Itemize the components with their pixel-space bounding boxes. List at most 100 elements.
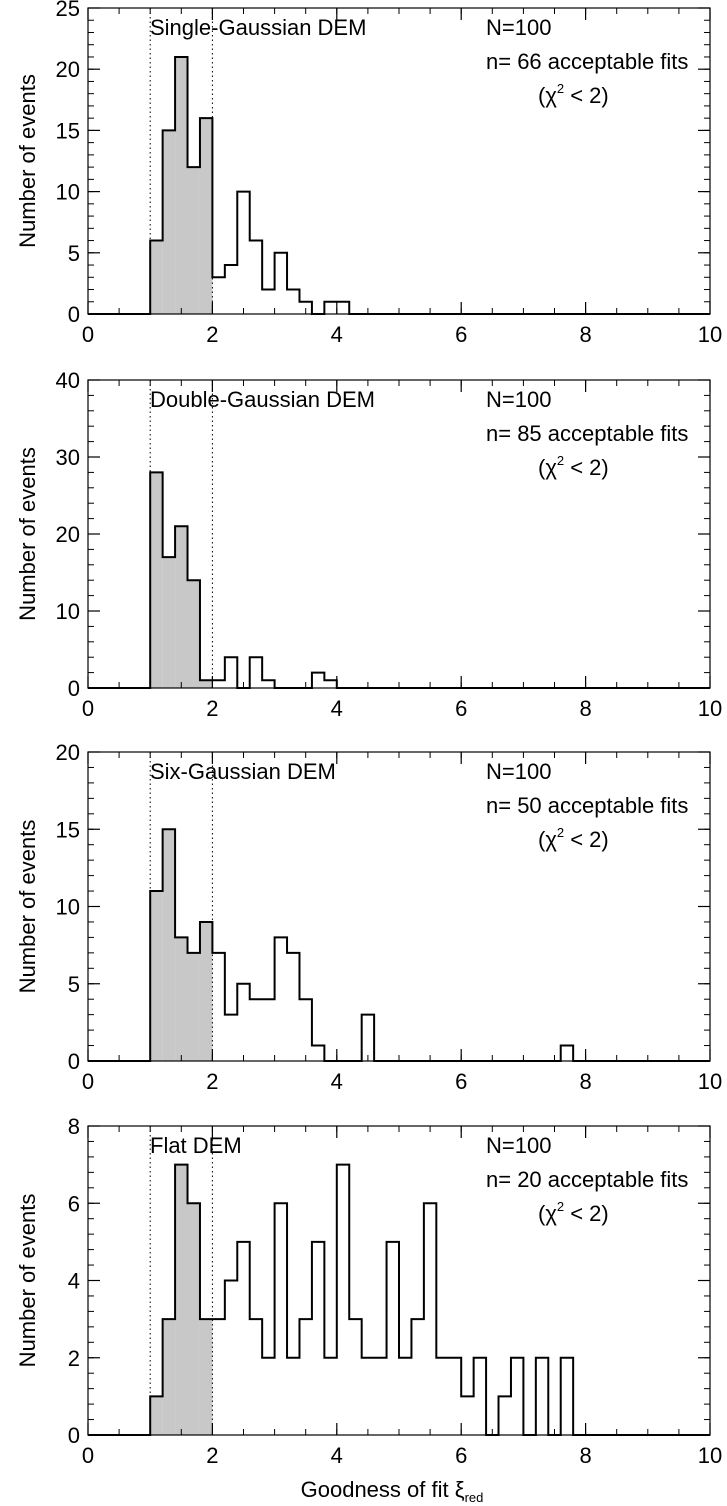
y-axis-label: Number of events [15,1194,40,1368]
y-tick-label: 15 [56,118,80,143]
shaded-bar [175,937,188,1061]
x-tick-label: 2 [206,1069,218,1094]
bar [287,953,299,1061]
bar [337,1165,349,1435]
y-tick-label: 25 [56,0,80,21]
x-tick-label: 2 [206,1443,218,1468]
bar [237,984,249,1061]
bar [225,657,237,688]
bar [287,290,299,314]
x-tick-label: 4 [331,322,343,347]
bar [275,1203,287,1435]
bar [324,1358,336,1435]
shaded-bars [150,472,213,688]
x-tick-label: 2 [206,696,218,721]
x-tick-label: 0 [82,696,94,721]
shaded-bars [150,829,213,1061]
y-tick-label: 15 [56,817,80,842]
x-tick-label: 6 [455,696,467,721]
x-tick-label: 8 [579,322,591,347]
panel-3: 0 2 4 6 8 10 0 5 10 15 20 Number of events Six-Gauss… [15,740,722,1094]
shaded-bar [162,130,176,314]
bar [237,192,249,314]
bar [387,1242,399,1435]
y-tick-label: 0 [68,1049,80,1074]
y-axis-label: Number of events [15,820,40,994]
panel-4: 0 2 4 6 8 10 0 2 4 6 8 Number of events Flat DEM N=10… [15,1114,722,1468]
bars [150,1165,573,1435]
x-tick-label: 0 [82,322,94,347]
x-tick-label: 10 [698,1443,722,1468]
chi-open: (χ [538,455,557,480]
x-tick-label: 8 [579,1069,591,1094]
shaded-bars [150,1164,213,1435]
shaded-bar [187,1203,200,1435]
chi-open: (χ [538,83,557,108]
bar [499,1396,511,1435]
shaded-bar [162,1319,176,1435]
shaded-bar [187,580,200,688]
bar [312,1046,324,1061]
annotation-chi-criterion: (χ2 < 2) [538,453,609,480]
y-tick-label: 40 [56,368,80,393]
bar [536,1358,548,1435]
bar [299,999,311,1061]
x-tick-label: 0 [82,1443,94,1468]
y-tick-label: 30 [56,445,80,470]
bar [374,1358,386,1435]
x-tick-label: 6 [455,322,467,347]
x-tick-label: 6 [455,1069,467,1094]
bar [337,302,349,314]
y-tick-label: 4 [68,1269,80,1294]
bar [250,1319,262,1435]
panel-title: Single-Gaussian DEM [150,15,366,40]
shaded-bar [187,952,200,1061]
x-tick-label: 8 [579,1443,591,1468]
chi-open: (χ [538,1201,557,1226]
shaded-bar [199,1319,213,1435]
y-tick-label: 0 [68,676,80,701]
annotation-total: N=100 [486,759,551,784]
bar [250,657,262,688]
bar [212,680,224,688]
shaded-bar [150,891,163,1061]
shaded-bar [187,167,200,314]
annotation-acceptable: n= 20 acceptable fits [486,1167,688,1192]
annotation-total: N=100 [486,1133,551,1158]
x-tick-label: 6 [455,1443,467,1468]
shaded-bar [175,1164,188,1435]
shaded-bar [175,56,188,315]
bar [349,1319,361,1435]
shaded-bar [199,118,213,314]
chi-close: < 2) [564,1201,609,1226]
annotation-total: N=100 [486,387,551,412]
y-tick-label: 0 [68,1423,80,1448]
chi-superscript: 2 [557,1199,564,1214]
chi-close: < 2) [564,455,609,480]
bar [225,265,237,314]
bar [461,1396,473,1435]
panel-title: Double-Gaussian DEM [150,387,375,412]
x-tick-label: 8 [579,696,591,721]
shaded-bar [150,472,163,688]
bar [225,1281,237,1436]
y-tick-label: 10 [56,180,80,205]
x-tick-label: 10 [698,322,722,347]
bar [561,1358,573,1435]
shaded-bar [162,829,176,1061]
bar [362,1358,374,1435]
y-axis-label: Number of events [15,447,40,621]
chi-close: < 2) [564,83,609,108]
y-tick-label: 5 [68,241,80,266]
bar [262,999,274,1061]
bar [262,680,274,688]
shaded-bar [162,557,176,688]
bar [212,1319,224,1435]
bar [212,277,224,314]
panel-2: 0 2 4 6 8 10 0 10 20 30 40 Number of events Double-G… [15,368,722,721]
bar [436,1358,448,1435]
bar [312,1242,324,1435]
bar [449,1358,461,1435]
